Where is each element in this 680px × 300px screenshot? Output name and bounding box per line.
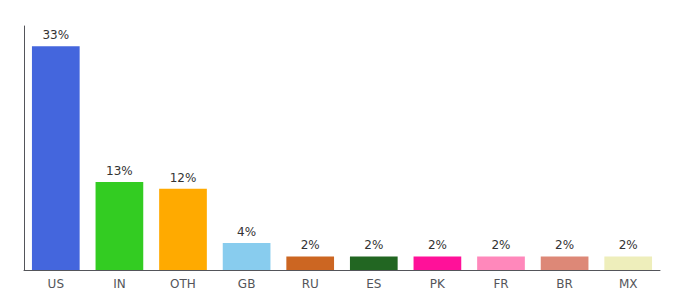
svg-text:2%: 2% bbox=[364, 238, 383, 252]
svg-text:13%: 13% bbox=[106, 164, 133, 178]
svg-text:4%: 4% bbox=[237, 225, 256, 239]
svg-text:FR: FR bbox=[493, 277, 508, 291]
svg-text:33%: 33% bbox=[42, 28, 69, 42]
svg-text:RU: RU bbox=[302, 277, 319, 291]
svg-text:IN: IN bbox=[113, 277, 126, 291]
svg-text:MX: MX bbox=[619, 277, 638, 291]
svg-text:OTH: OTH bbox=[170, 277, 196, 291]
svg-text:US: US bbox=[48, 277, 64, 291]
svg-text:2%: 2% bbox=[301, 238, 320, 252]
svg-text:2%: 2% bbox=[491, 238, 510, 252]
svg-text:12%: 12% bbox=[170, 171, 197, 185]
svg-text:2%: 2% bbox=[555, 238, 574, 252]
svg-text:BR: BR bbox=[556, 277, 573, 291]
svg-text:2%: 2% bbox=[428, 238, 447, 252]
svg-text:PK: PK bbox=[430, 277, 446, 291]
svg-text:GB: GB bbox=[238, 277, 256, 291]
svg-text:ES: ES bbox=[366, 277, 381, 291]
svg-text:2%: 2% bbox=[619, 238, 638, 252]
